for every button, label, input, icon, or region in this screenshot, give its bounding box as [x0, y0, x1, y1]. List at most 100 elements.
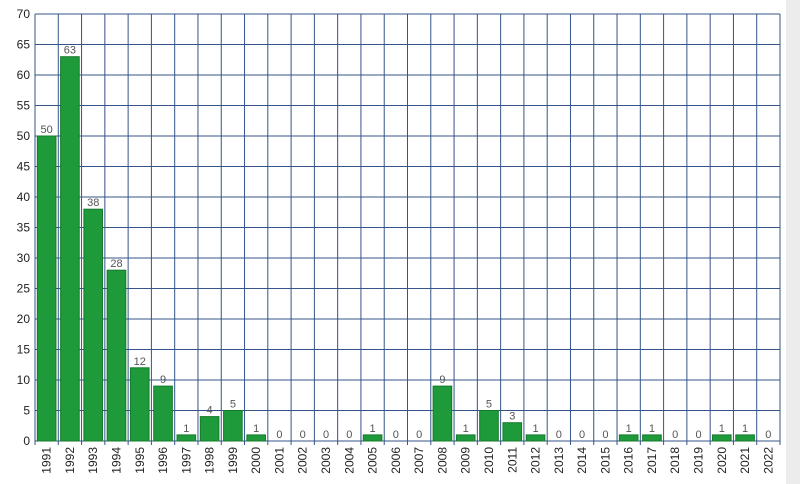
y-tick-label: 45: [17, 160, 31, 174]
bar: [711, 434, 732, 442]
bar: [199, 416, 220, 442]
bar: [176, 434, 197, 442]
x-tick-label: 1991: [40, 447, 54, 474]
value-label: 0: [393, 429, 399, 441]
x-tick-label: 2002: [296, 447, 310, 474]
x-tick-label: 2003: [319, 447, 333, 474]
value-label: 50: [41, 124, 53, 136]
y-tick-label: 25: [17, 282, 31, 296]
x-tick-label: 2000: [249, 447, 263, 474]
value-label: 63: [64, 45, 76, 57]
bar: [735, 434, 755, 442]
y-tick-label: 40: [17, 190, 31, 204]
x-tick-label: 2014: [575, 447, 589, 474]
x-tick-label: 1993: [86, 447, 100, 474]
value-label: 0: [300, 429, 306, 441]
side-strip: [786, 0, 800, 484]
x-tick-label: 2001: [272, 447, 286, 474]
x-tick-label: 1999: [226, 447, 240, 474]
bar: [479, 410, 499, 442]
x-tick-label: 1996: [156, 447, 170, 474]
value-label: 1: [742, 423, 748, 435]
x-tick-label: 2007: [412, 447, 426, 474]
value-label: 0: [416, 429, 422, 441]
y-tick-label: 50: [17, 129, 31, 143]
bar: [106, 269, 127, 442]
bar: [502, 422, 523, 442]
bar: [223, 410, 243, 442]
x-tick-label: 2011: [505, 447, 519, 473]
value-label: 0: [765, 429, 771, 441]
value-label: 1: [649, 423, 655, 435]
x-tick-label: 2016: [622, 447, 636, 474]
x-tick-label: 2019: [692, 447, 706, 474]
x-tick-label: 2012: [529, 447, 543, 474]
x-tick-label: 2013: [552, 447, 566, 474]
value-label: 1: [370, 423, 376, 435]
x-tick-label: 1998: [203, 447, 217, 474]
value-label: 1: [183, 423, 189, 435]
bar: [618, 434, 639, 442]
bar: [642, 434, 662, 442]
value-label: 0: [323, 429, 329, 441]
y-tick-label: 55: [17, 99, 31, 113]
value-label: 0: [672, 429, 678, 441]
x-tick-label: 2010: [482, 447, 496, 474]
value-label: 3: [509, 411, 515, 423]
bar: [246, 434, 266, 442]
y-tick-label: 5: [23, 404, 30, 418]
y-tick-label: 30: [17, 251, 31, 265]
x-tick-label: 1994: [109, 447, 123, 474]
y-tick-label: 10: [17, 373, 31, 387]
value-label: 5: [230, 399, 236, 411]
bar: [129, 367, 150, 442]
x-tick-label: 1995: [133, 447, 147, 474]
value-label: 38: [87, 197, 99, 209]
bar: [36, 135, 57, 442]
x-tick-label: 2006: [389, 447, 403, 474]
x-tick-label: 2021: [738, 447, 752, 474]
y-tick-label: 35: [17, 221, 31, 235]
value-label: 4: [207, 405, 213, 417]
value-label: 1: [719, 423, 725, 435]
value-label: 0: [695, 429, 701, 441]
value-label: 1: [532, 423, 538, 435]
x-tick-label: 2015: [598, 447, 612, 474]
x-tick-label: 2018: [668, 447, 682, 474]
value-label: 0: [602, 429, 608, 441]
value-label: 0: [556, 429, 562, 441]
x-tick-label: 1992: [63, 447, 77, 474]
bar: [432, 385, 453, 442]
x-tick-label: 2020: [715, 447, 729, 474]
x-tick-label: 2022: [761, 447, 775, 474]
bar: [153, 385, 173, 442]
y-tick-label: 65: [17, 38, 31, 52]
bar: [362, 434, 383, 442]
value-label: 9: [160, 374, 166, 386]
value-label: 1: [463, 423, 469, 435]
x-tick-label: 2004: [342, 447, 356, 474]
bar: [60, 56, 80, 442]
x-tick-label: 1997: [179, 447, 193, 474]
bar: [525, 434, 546, 442]
y-tick-label: 15: [17, 343, 31, 357]
y-tick-label: 60: [17, 68, 31, 82]
value-label: 0: [579, 429, 585, 441]
value-label: 12: [134, 356, 146, 368]
y-tick-label: 70: [17, 7, 31, 21]
value-label: 0: [276, 429, 282, 441]
value-label: 9: [439, 374, 445, 386]
value-label: 0: [346, 429, 352, 441]
value-label: 5: [486, 399, 492, 411]
x-tick-label: 2009: [459, 447, 473, 474]
x-tick-label: 2008: [435, 447, 449, 474]
x-tick-label: 2017: [645, 447, 659, 474]
bar: [455, 434, 476, 442]
y-tick-label: 0: [23, 434, 30, 448]
value-label: 1: [626, 423, 632, 435]
value-label: 28: [110, 258, 122, 270]
y-tick-label: 20: [17, 312, 31, 326]
bar: [83, 208, 104, 442]
x-tick-label: 2005: [366, 447, 380, 474]
